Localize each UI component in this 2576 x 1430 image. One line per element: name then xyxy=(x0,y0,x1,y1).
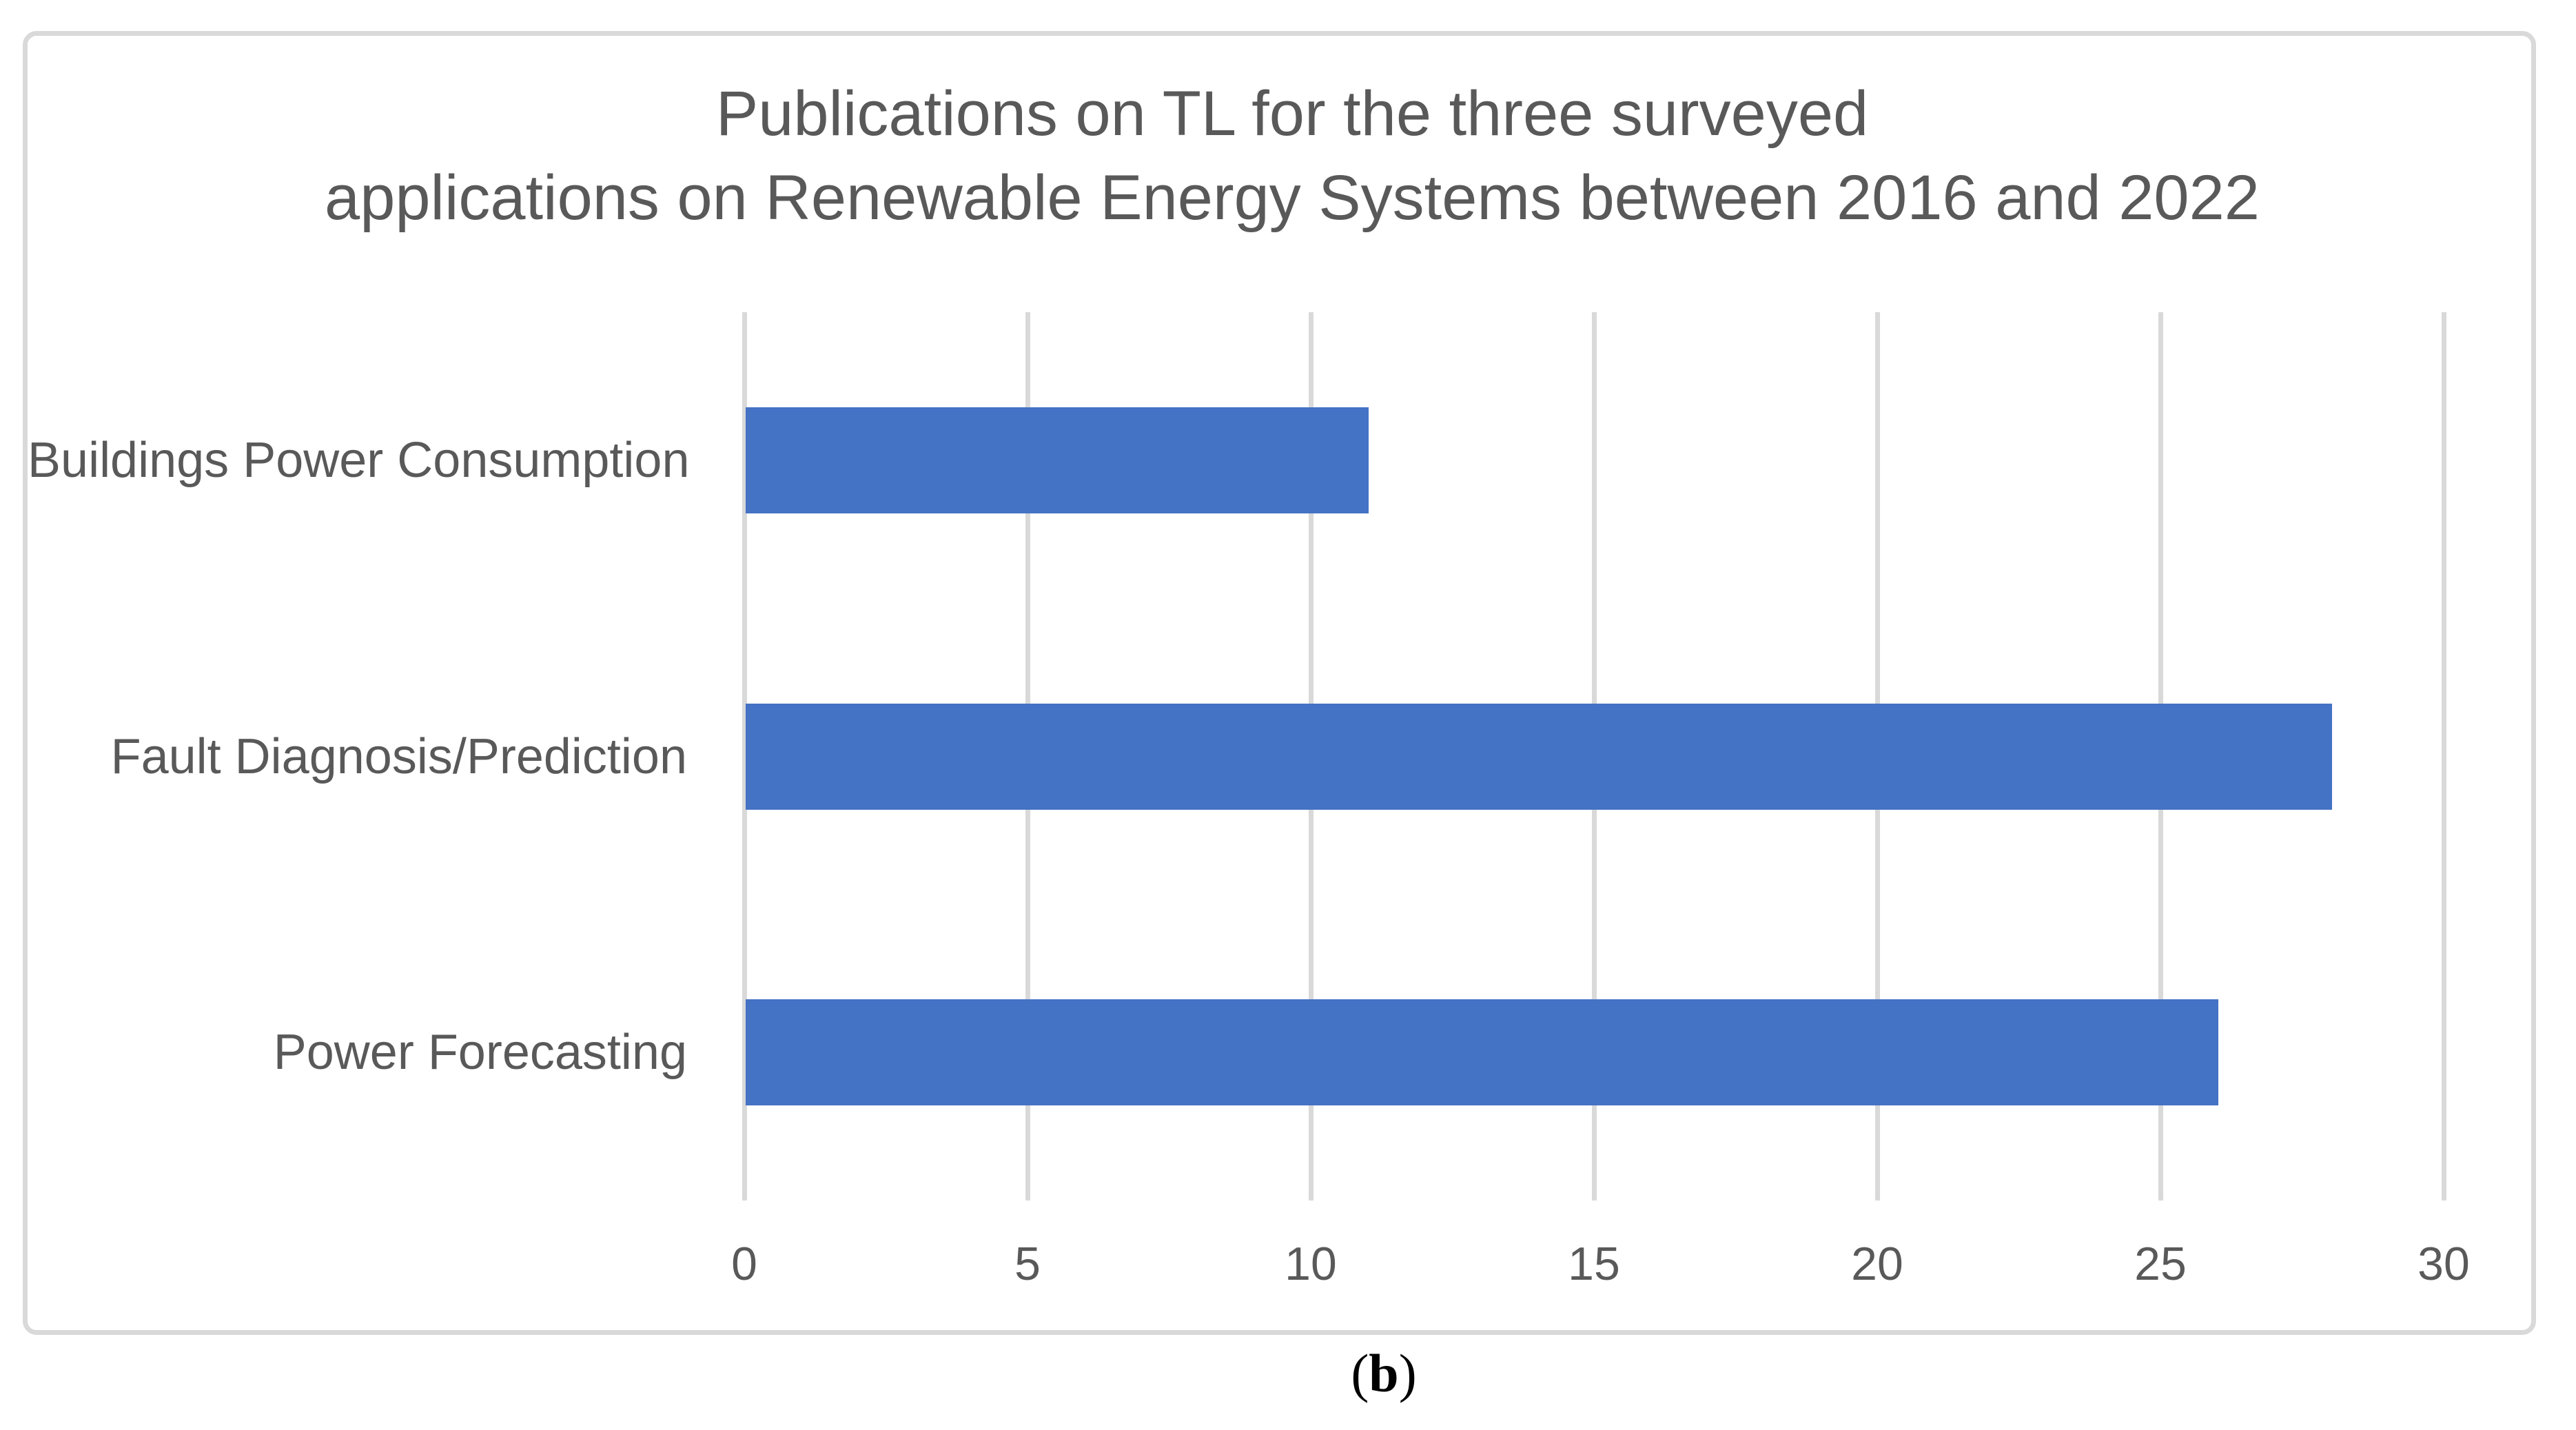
caption-paren-open: ( xyxy=(1351,1343,1369,1403)
x-tick-label-15: 15 xyxy=(1568,1238,1620,1290)
bar-fault-diagnosis-prediction xyxy=(746,703,2332,810)
x-tick-label-25: 25 xyxy=(2134,1238,2187,1290)
x-tick-label-5: 5 xyxy=(1014,1238,1041,1290)
gridline-30 xyxy=(2441,312,2446,1201)
figure-caption: (b) xyxy=(1246,1342,1522,1405)
category-label-fault-diagnosis-prediction: Fault Diagnosis/Prediction xyxy=(110,728,687,784)
x-tick-label-10: 10 xyxy=(1285,1238,1337,1290)
bar-buildings-power-consumption xyxy=(746,407,1369,513)
chart-panel: Publications on TL for the three surveye… xyxy=(23,31,2536,1335)
x-tick-label-30: 30 xyxy=(2417,1238,2470,1290)
gridline-0 xyxy=(742,312,747,1201)
chart-title-line-1: Publications on TL for the three surveye… xyxy=(715,79,1869,149)
chart-title: Publications on TL for the three surveye… xyxy=(65,72,2519,240)
caption-letter: b xyxy=(1369,1343,1399,1403)
x-tick-label-0: 0 xyxy=(731,1238,757,1290)
chart-title-line-2: applications on Renewable Energy Systems… xyxy=(325,163,2260,233)
category-label-power-forecasting: Power Forecasting xyxy=(273,1025,687,1081)
bar-power-forecasting xyxy=(746,999,2219,1106)
category-label-buildings-power-consumption: Buildings Power Consumption xyxy=(28,432,690,488)
x-tick-label-20: 20 xyxy=(1851,1238,1903,1290)
caption-paren-close: ) xyxy=(1398,1343,1417,1403)
